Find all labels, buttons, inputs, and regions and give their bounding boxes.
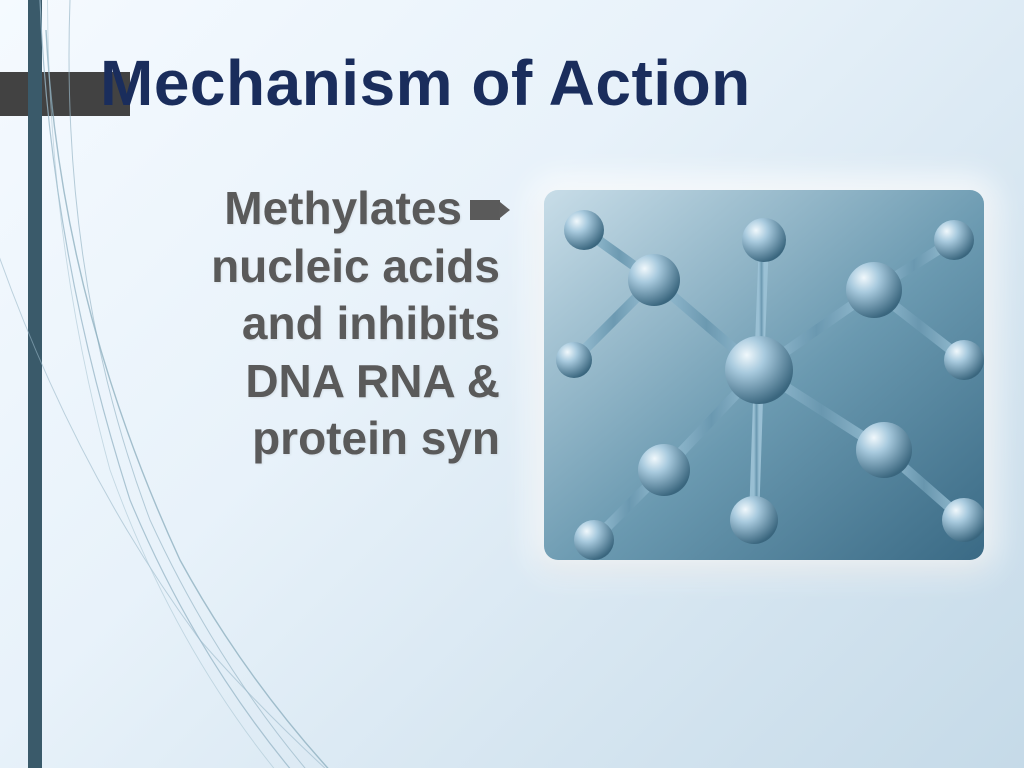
body-line-4: DNA RNA & [245, 355, 500, 407]
slide-title: Mechanism of Action [100, 46, 751, 120]
bullet-arrow-icon [470, 200, 500, 220]
slide-body-text: Methylates nucleic acids and inhibits DN… [100, 180, 500, 468]
molecule-illustration [544, 190, 984, 560]
accent-vertical-bar [28, 0, 42, 768]
body-line-3: and inhibits [242, 297, 500, 349]
body-line-2: nucleic acids [211, 240, 500, 292]
body-line-5: protein syn [252, 412, 500, 464]
body-line-1: Methylates [224, 182, 462, 234]
